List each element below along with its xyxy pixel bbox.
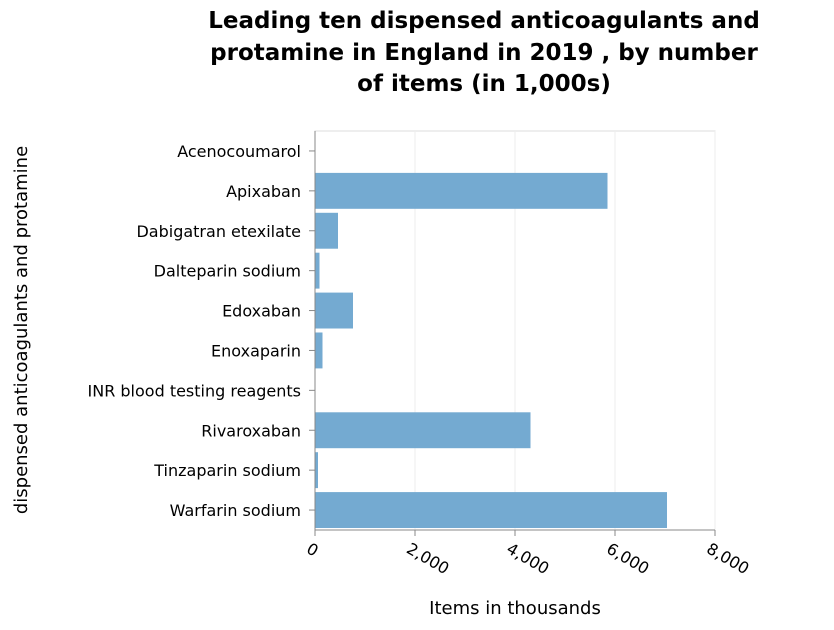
bar-1	[315, 172, 608, 209]
bar-9	[315, 492, 667, 529]
bar-4	[315, 292, 353, 329]
bars	[315, 132, 667, 529]
bar-5	[315, 332, 323, 369]
x-tick-label-3: 6,000	[603, 539, 652, 578]
x-tick-label-1: 2,000	[403, 539, 452, 578]
category-label-4: Edoxaban	[222, 302, 301, 321]
chart-title-line-2: protamine in England in 2019 , by number	[210, 40, 758, 66]
category-label-0: Acenocoumarol	[177, 142, 301, 161]
x-axis: 0 2,000 4,000 6,000 8,000	[303, 529, 752, 578]
category-label-3: Dalteparin sodium	[154, 262, 301, 281]
x-tick-label-0: 0	[303, 539, 321, 561]
x-tick-label-2: 4,000	[503, 539, 552, 578]
chart-title-line-3: of items (in 1,000s)	[357, 71, 611, 97]
x-axis-title: Items in thousands	[429, 598, 601, 619]
bar-2	[315, 212, 338, 249]
bar-3	[315, 252, 320, 289]
chart-title: Leading ten dispensed anticoagulants and…	[208, 8, 760, 97]
y-axis: Acenocoumarol Apixaban Dabigatran etexilat…	[88, 131, 316, 530]
category-label-9: Warfarin sodium	[170, 501, 301, 520]
category-label-6: INR blood testing reagents	[88, 381, 302, 400]
category-label-7: Rivaroxaban	[201, 421, 301, 440]
bar-7	[315, 412, 531, 449]
category-label-1: Apixaban	[226, 182, 301, 201]
bar-8	[315, 452, 318, 489]
y-axis-title: dispensed anticoagulants and protamine	[11, 146, 32, 514]
chart-title-line-1: Leading ten dispensed anticoagulants and	[208, 8, 760, 34]
category-label-8: Tinzaparin sodium	[153, 461, 301, 480]
x-tick-label-4: 8,000	[703, 539, 752, 578]
category-label-5: Enoxaparin	[211, 341, 301, 360]
category-label-2: Dabigatran etexilate	[136, 222, 301, 241]
